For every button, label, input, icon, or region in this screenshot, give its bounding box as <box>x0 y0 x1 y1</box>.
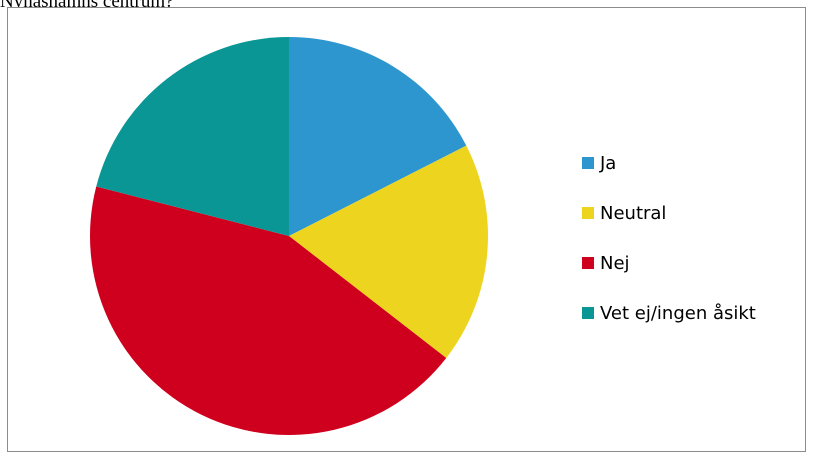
legend-swatch <box>582 307 594 319</box>
legend-swatch <box>582 257 594 269</box>
chart-area: Ja Neutral Nej Vet ej/ingen åsikt <box>7 7 806 452</box>
legend-swatch <box>582 157 594 169</box>
legend-item: Neutral <box>582 201 756 225</box>
legend-label: Neutral <box>600 202 667 224</box>
legend-label: Ja <box>600 152 617 174</box>
pie-slice-ja <box>289 37 467 236</box>
pie-slice-neutral <box>289 145 488 358</box>
legend-item: Vet ej/ingen åsikt <box>582 301 756 325</box>
legend-swatch <box>582 207 594 219</box>
pie-slice-nej <box>89 186 447 436</box>
pie-slice-vet-ej-ingen-sikt <box>96 37 289 236</box>
legend-item: Ja <box>582 151 756 175</box>
legend-label: Nej <box>600 252 630 274</box>
legend-label: Vet ej/ingen åsikt <box>600 302 756 324</box>
chart-legend: Ja Neutral Nej Vet ej/ingen åsikt <box>582 151 756 351</box>
pie-chart <box>89 37 488 436</box>
legend-item: Nej <box>582 251 756 275</box>
